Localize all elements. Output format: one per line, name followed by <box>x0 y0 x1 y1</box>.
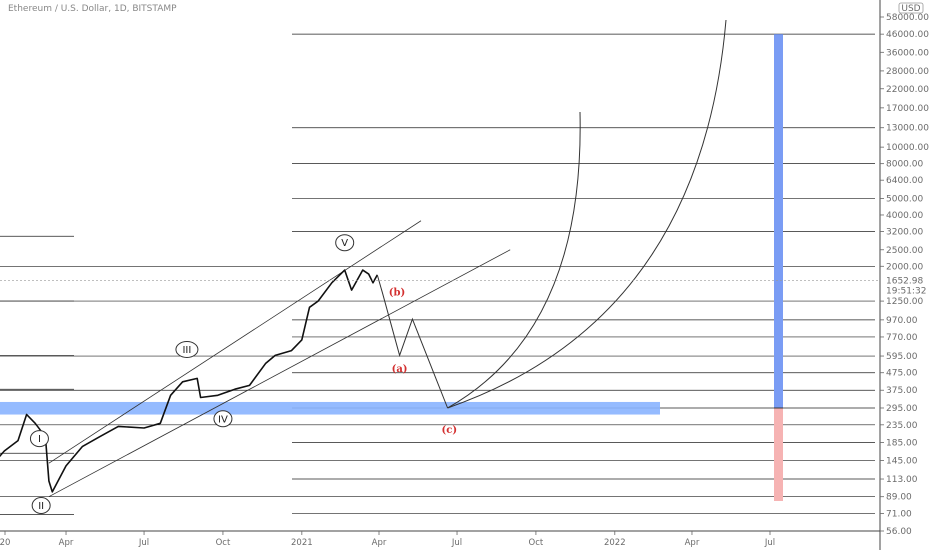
y-tick-label: 17000.00 <box>886 104 929 114</box>
support-zone <box>0 401 660 415</box>
currency-label: USD <box>901 4 920 14</box>
x-tick-label: Apr <box>685 538 700 548</box>
y-tick-label: 58000.00 <box>886 13 929 23</box>
currency-badge <box>898 2 924 14</box>
y-tick-label: 113.00 <box>886 475 918 485</box>
x-tick-label: Apr <box>59 538 74 548</box>
y-tick-label: 970.00 <box>886 316 918 326</box>
y-tick-label: 770.00 <box>886 333 918 343</box>
y-tick-label: 595.00 <box>886 352 918 362</box>
x-tick-label: 20 <box>0 538 10 548</box>
y-tick-label: 4000.00 <box>886 211 923 221</box>
countdown-label: 19:51:32 <box>886 286 926 296</box>
channel-upper-line <box>48 220 422 464</box>
fib-arc-outer <box>447 19 727 409</box>
x-tick-label: 2022 <box>604 538 626 548</box>
y-tick-label: 6400.00 <box>886 176 923 186</box>
x-tick-label: 2021 <box>291 538 313 548</box>
y-tick-label: 2000.00 <box>886 262 923 272</box>
channel-lower-line <box>48 249 511 498</box>
y-tick-label: 13000.00 <box>886 124 929 134</box>
wave-label: IV <box>218 414 228 425</box>
y-tick-label: 3200.00 <box>886 227 923 237</box>
x-tick-label: Jul <box>451 538 462 548</box>
wave-label: V <box>341 238 348 249</box>
y-tick-label: 145.00 <box>886 457 918 467</box>
y-tick-label: 295.00 <box>886 404 918 414</box>
corrective-label: (c) <box>442 425 458 436</box>
reward-bar <box>774 34 783 408</box>
wave-label-circle <box>29 430 49 448</box>
y-tick-label: 89.00 <box>886 493 912 503</box>
fib-arc-inner <box>447 111 581 409</box>
wave-label: II <box>38 501 44 512</box>
y-tick-label: 1250.00 <box>886 297 923 307</box>
wave-label-circle <box>335 234 355 252</box>
wave-label: I <box>38 434 41 445</box>
wave-label-circle <box>31 497 51 515</box>
x-tick-label: Jul <box>138 538 149 548</box>
y-tick-label: 10000.00 <box>886 143 929 153</box>
y-tick-label: 475.00 <box>886 369 918 379</box>
last-price-label: 1652.98 <box>886 276 923 286</box>
y-tick-label: 22000.00 <box>886 85 929 95</box>
y-tick-label: 2500.00 <box>886 246 923 256</box>
corrective-label: (a) <box>392 364 408 375</box>
x-tick-label: Jul <box>764 538 775 548</box>
x-tick-label: Oct <box>529 538 544 548</box>
y-tick-label: 8000.00 <box>886 160 923 170</box>
projection-path <box>376 274 449 409</box>
wave-label-circle <box>213 410 233 428</box>
wave-label-circle <box>175 340 199 358</box>
y-tick-label: 5000.00 <box>886 194 923 204</box>
risk-bar <box>774 407 783 501</box>
y-tick-label: 185.00 <box>886 439 918 449</box>
chart-title: Ethereum / U.S. Dollar, 1D, BITSTAMP <box>8 4 177 14</box>
x-tick-label: Apr <box>372 538 387 548</box>
wave-label: III <box>182 345 191 356</box>
y-tick-label: 375.00 <box>886 386 918 396</box>
last-price-box <box>881 274 932 297</box>
y-tick-label: 46000.00 <box>886 30 929 40</box>
y-tick-label: 36000.00 <box>886 48 929 58</box>
y-tick-label: 56.00 <box>886 527 912 537</box>
y-tick-label: 235.00 <box>886 421 918 431</box>
y-tick-label: 28000.00 <box>886 67 929 77</box>
x-tick-label: Oct <box>216 538 231 548</box>
corrective-label: (b) <box>389 287 405 298</box>
y-tick-label: 71.00 <box>886 509 912 519</box>
price-line[interactable] <box>0 269 379 493</box>
